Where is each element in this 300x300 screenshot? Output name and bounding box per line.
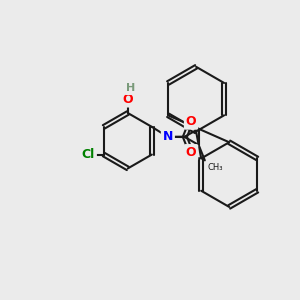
Text: N: N: [163, 130, 173, 143]
Text: Cl: Cl: [82, 148, 95, 161]
Text: CH₃: CH₃: [207, 164, 223, 172]
Text: H: H: [126, 83, 136, 93]
Text: O: O: [186, 146, 196, 159]
Text: O: O: [186, 115, 196, 128]
Text: O: O: [122, 93, 133, 106]
